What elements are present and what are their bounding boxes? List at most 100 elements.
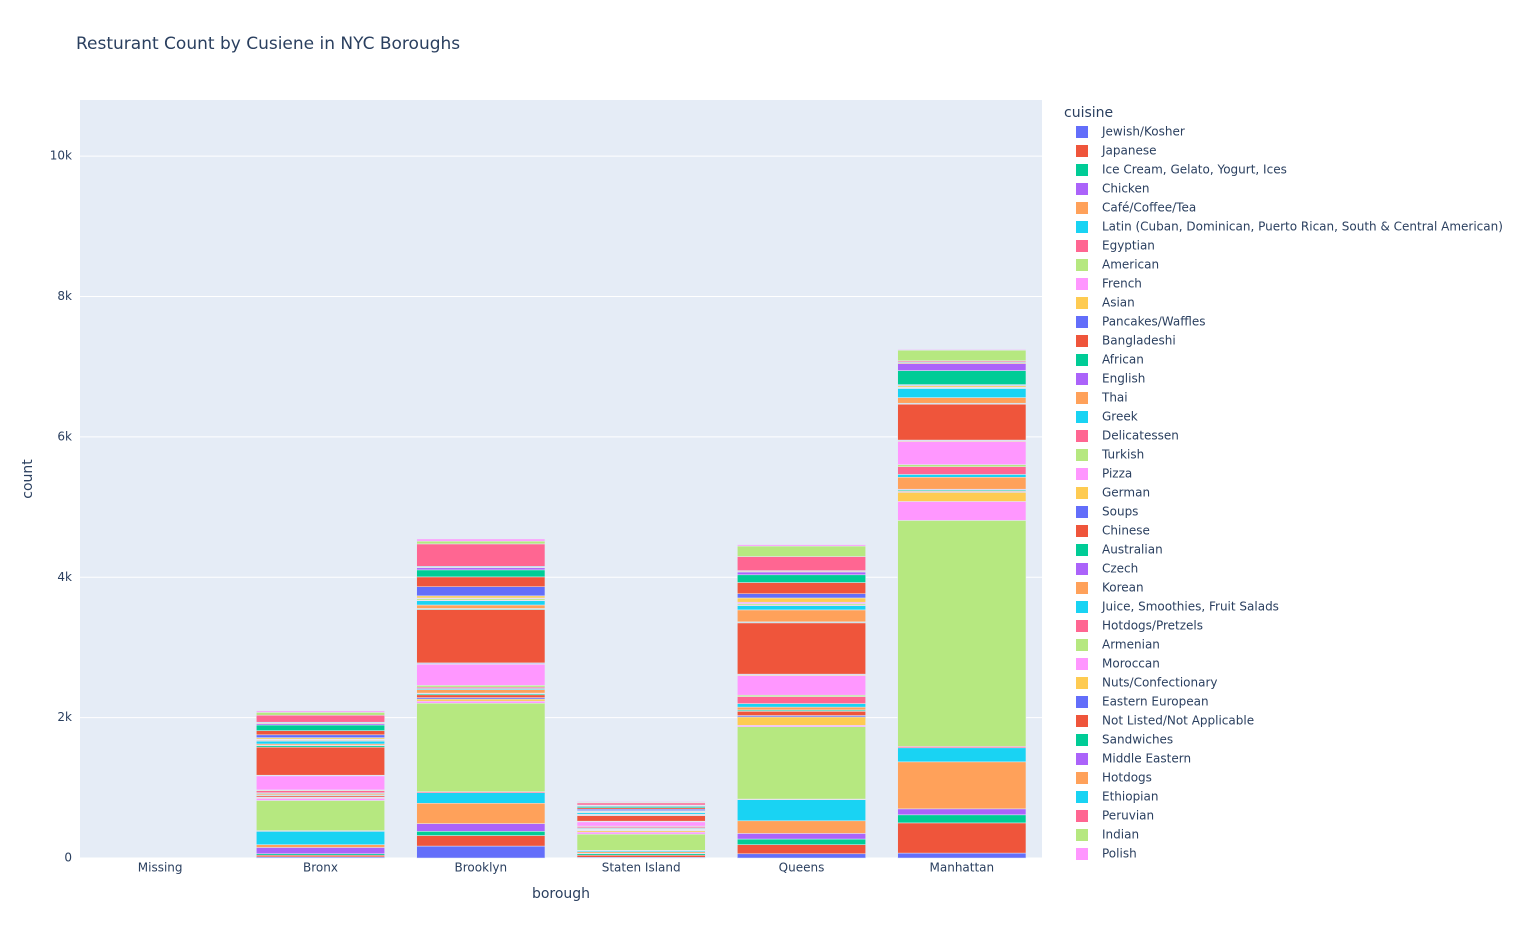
legend-label: Turkish — [1101, 448, 1144, 462]
legend-label: Czech — [1102, 562, 1138, 576]
bar-segment — [416, 600, 546, 606]
bar-segment — [737, 799, 866, 822]
legend-swatch — [1076, 810, 1088, 822]
bar-segment — [737, 675, 866, 696]
legend-swatch — [1076, 278, 1088, 290]
legend-label: Chinese — [1102, 524, 1150, 538]
bar-segment — [576, 801, 706, 803]
legend-label: Jewish/Kosher — [1101, 125, 1185, 139]
x-tick-label: Queens — [779, 861, 825, 875]
bar-segment — [737, 833, 866, 840]
bar-segment — [897, 520, 1027, 747]
legend-swatch — [1076, 715, 1088, 727]
bar-segment — [416, 823, 546, 832]
legend-label: Asian — [1102, 296, 1135, 310]
legend-label: Moroccan — [1102, 657, 1160, 671]
bar-segment — [416, 538, 546, 542]
legend-swatch — [1076, 354, 1088, 366]
legend-label: Hotdogs/Pretzels — [1102, 619, 1203, 633]
legend-swatch — [1076, 335, 1088, 347]
bar-segment — [737, 716, 866, 726]
chart-title: Resturant Count by Cusiene in NYC Boroug… — [76, 34, 460, 54]
bar-segment — [576, 854, 706, 858]
x-tick-label: Staten Island — [602, 861, 681, 875]
bar-segment — [416, 569, 546, 578]
bar-segment — [256, 854, 385, 858]
legend-swatch — [1076, 297, 1088, 309]
y-tick-label: 10k — [50, 149, 72, 163]
bar-segment — [737, 706, 866, 711]
legend-swatch — [1076, 791, 1088, 803]
bar-segment — [416, 702, 546, 792]
legend-label: Juice, Smoothies, Fruit Salads — [1101, 600, 1279, 614]
bar-segment — [416, 586, 546, 597]
bar-segment — [897, 349, 1027, 351]
legend-swatch — [1076, 126, 1088, 138]
y-tick-label: 0 — [64, 851, 72, 865]
legend-label: Latin (Cuban, Dominican, Puerto Rican, S… — [1102, 220, 1503, 234]
legend-swatch — [1076, 848, 1088, 860]
legend-label: Nuts/Confectionary — [1102, 676, 1218, 690]
bar-segment — [897, 404, 1027, 441]
bar-segment — [416, 700, 546, 704]
legend-label: Indian — [1102, 828, 1139, 842]
y-tick-label: 8k — [57, 289, 72, 303]
bar-segment — [737, 622, 866, 675]
legend-label: Sandwiches — [1102, 733, 1173, 747]
bar-segment — [256, 800, 385, 831]
bar-segment — [897, 464, 1027, 467]
bar-segment — [897, 349, 1027, 361]
bar-segment — [897, 441, 1027, 465]
bar-segment — [576, 802, 706, 806]
legend-label: Soups — [1102, 505, 1138, 519]
bar-segment — [416, 664, 546, 686]
x-tick-label: Bronx — [303, 861, 338, 875]
bar-segment — [416, 595, 546, 599]
bar-segment — [737, 571, 866, 576]
legend-label: English — [1102, 372, 1145, 386]
bar-segment — [897, 492, 1027, 502]
bar-segment — [416, 685, 546, 688]
bar-segment — [256, 740, 385, 745]
bar-segment — [737, 605, 866, 611]
legend-swatch — [1076, 183, 1088, 195]
x-tick-label: Brooklyn — [455, 861, 508, 875]
y-tick-label: 2k — [57, 710, 72, 724]
legend-swatch — [1076, 677, 1088, 689]
bar-segment — [897, 814, 1027, 824]
legend-label: Bangladeshi — [1102, 334, 1176, 348]
legend-label: Armenian — [1102, 638, 1160, 652]
bar-segment — [256, 724, 385, 731]
legend-swatch — [1076, 753, 1088, 765]
bar-segment — [737, 838, 866, 845]
bar-segment — [897, 370, 1027, 385]
bar-segment — [737, 574, 866, 583]
bar-segment — [897, 397, 1027, 404]
bar-segment — [897, 474, 1027, 478]
legend-swatch — [1076, 601, 1088, 613]
bar-segment — [897, 388, 1027, 398]
legend-label: Not Listed/Not Applicable — [1102, 714, 1254, 728]
bar-segment — [576, 833, 706, 851]
bar-segment — [256, 714, 385, 723]
bar-segment — [737, 844, 866, 855]
legend-swatch — [1076, 620, 1088, 632]
legend-swatch — [1076, 772, 1088, 784]
legend-swatch — [1076, 506, 1088, 518]
bar-segment — [897, 761, 1027, 810]
bar-segment — [416, 698, 546, 702]
bar-segment — [737, 853, 866, 859]
plot-area — [80, 100, 1042, 858]
bar-segment — [737, 582, 866, 595]
legend-label: African — [1102, 353, 1144, 367]
legend-swatch — [1076, 487, 1088, 499]
legend-swatch — [1076, 221, 1088, 233]
bar-segment — [256, 710, 385, 713]
legend-label: Delicatessen — [1102, 429, 1179, 443]
legend-label: Middle Eastern — [1102, 752, 1191, 766]
legend-label: Eastern European — [1102, 695, 1209, 709]
bar-segment — [737, 696, 866, 704]
bar-segment — [737, 545, 866, 557]
legend-label: Japanese — [1101, 144, 1157, 158]
bar-segment — [256, 734, 385, 738]
